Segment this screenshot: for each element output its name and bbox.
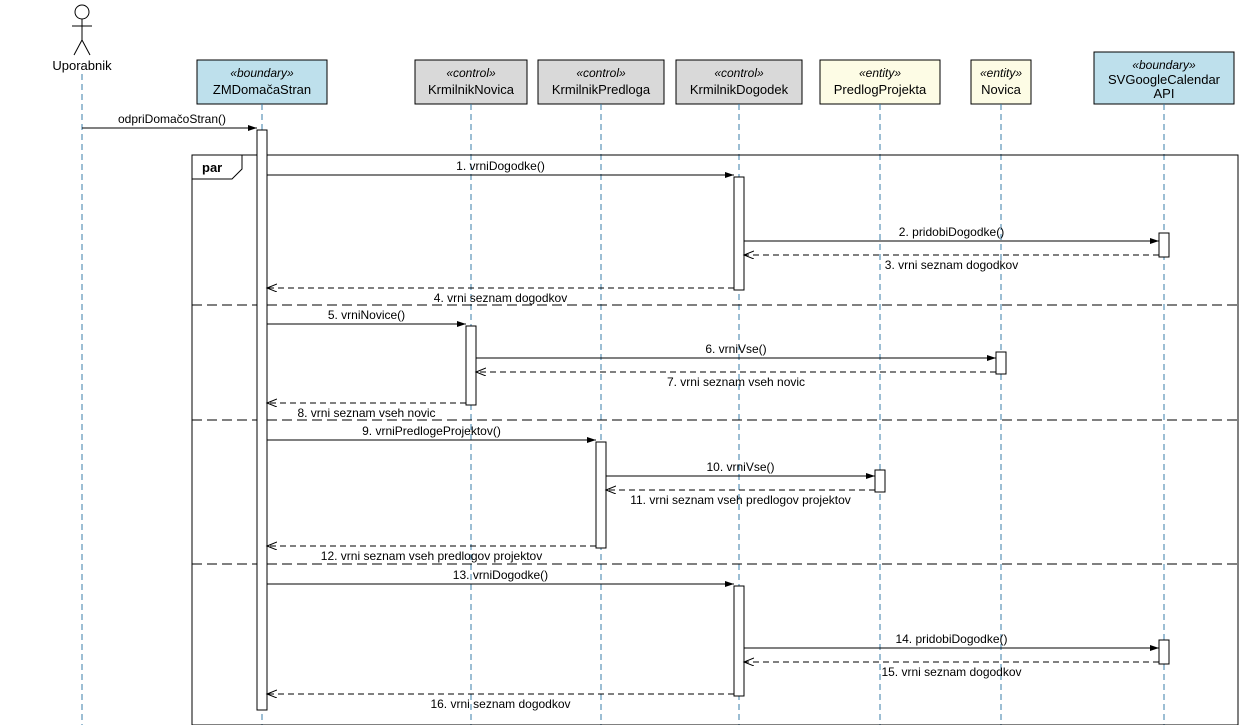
message: 8. vrni seznam vseh novic xyxy=(267,403,466,420)
svg-text:ZMDomačaStran: ZMDomačaStran xyxy=(213,82,311,97)
message-outer: odpriDomačoStran() xyxy=(82,112,257,128)
svg-text:3. vrni seznam dogodkov: 3. vrni seznam dogodkov xyxy=(885,258,1018,272)
message: 5. vrniNovice() xyxy=(267,308,466,324)
svg-text:7. vrni seznam vseh novic: 7. vrni seznam vseh novic xyxy=(667,375,805,389)
activation xyxy=(257,130,267,710)
svg-text:14. pridobiDogodke(): 14. pridobiDogodke() xyxy=(895,632,1007,646)
svg-text:12. vrni seznam vseh predlogov: 12. vrni seznam vseh predlogov projektov xyxy=(321,549,542,563)
svg-text:10. vrniVse(): 10. vrniVse() xyxy=(706,460,774,474)
participant-stereo: «boundary» xyxy=(230,66,294,80)
message: 13. vrniDogodke() xyxy=(267,568,734,584)
svg-text:SVGoogleCalendar: SVGoogleCalendar xyxy=(1108,72,1221,87)
activation xyxy=(734,177,744,290)
svg-text:2. pridobiDogodke(): 2. pridobiDogodke() xyxy=(899,225,1004,239)
activation xyxy=(1159,233,1169,257)
svg-text:API: API xyxy=(1154,86,1175,101)
participant-stereo: «entity» xyxy=(859,66,901,80)
message: 1. vrniDogodke() xyxy=(267,159,734,175)
svg-text:11. vrni seznam vseh predlogov: 11. vrni seznam vseh predlogov projektov xyxy=(630,493,851,507)
svg-text:5. vrniNovice(): 5. vrniNovice() xyxy=(328,308,405,322)
message: 14. pridobiDogodke() xyxy=(744,632,1159,648)
message: 2. pridobiDogodke() xyxy=(744,225,1159,241)
participant-p7: «boundary»SVGoogleCalendarAPI xyxy=(1094,52,1234,725)
message: 15. vrni seznam dogodkov xyxy=(744,662,1159,679)
svg-text:par: par xyxy=(202,160,222,175)
svg-text:Novica: Novica xyxy=(981,82,1022,97)
participant-stereo: «boundary» xyxy=(1132,58,1196,72)
svg-text:PredlogProjekta: PredlogProjekta xyxy=(834,82,927,97)
activation xyxy=(466,326,476,405)
message: 6. vrniVse() xyxy=(476,342,996,358)
svg-text:KrmilnikNovica: KrmilnikNovica xyxy=(428,82,515,97)
participant-p3: «control» KrmilnikPredloga xyxy=(538,60,664,725)
activation xyxy=(596,442,606,548)
svg-text:1. vrniDogodke(): 1. vrniDogodke() xyxy=(456,159,545,173)
participant-stereo: «control» xyxy=(576,66,626,80)
svg-text:odpriDomačoStran(): odpriDomačoStran() xyxy=(118,112,226,126)
svg-text:8. vrni seznam vseh novic: 8. vrni seznam vseh novic xyxy=(297,406,435,420)
svg-text:4. vrni seznam dogodkov: 4. vrni seznam dogodkov xyxy=(434,291,567,305)
actor-label: Uporabnik xyxy=(52,58,112,73)
svg-text:15. vrni seznam dogodkov: 15. vrni seznam dogodkov xyxy=(881,665,1021,679)
svg-text:16. vrni seznam dogodkov: 16. vrni seznam dogodkov xyxy=(430,697,570,711)
message: 10. vrniVse() xyxy=(606,460,875,476)
message: 11. vrni seznam vseh predlogov projektov xyxy=(606,490,875,507)
message: 3. vrni seznam dogodkov xyxy=(744,255,1159,272)
message: 12. vrni seznam vseh predlogov projektov xyxy=(267,546,596,563)
activation xyxy=(1159,640,1169,664)
svg-text:KrmilnikPredloga: KrmilnikPredloga xyxy=(552,82,651,97)
message: 9. vrniPredlogeProjektov() xyxy=(267,424,596,440)
message: 16. vrni seznam dogodkov xyxy=(267,694,734,711)
actor-uporabnik: Uporabnik xyxy=(52,5,112,725)
participant-stereo: «entity» xyxy=(980,66,1022,80)
activation xyxy=(875,470,885,492)
activation xyxy=(996,352,1006,374)
svg-text:13. vrniDogodke(): 13. vrniDogodke() xyxy=(453,568,548,582)
participant-p6: «entity» Novica xyxy=(971,60,1031,725)
participant-stereo: «control» xyxy=(714,66,764,80)
svg-text:6. vrniVse(): 6. vrniVse() xyxy=(705,342,766,356)
message: 7. vrni seznam vseh novic xyxy=(476,372,996,389)
svg-text:KrmilnikDogodek: KrmilnikDogodek xyxy=(690,82,789,97)
message: 4. vrni seznam dogodkov xyxy=(267,288,734,305)
svg-text:9. vrniPredlogeProjektov(): 9. vrniPredlogeProjektov() xyxy=(362,424,501,438)
activation xyxy=(734,586,744,696)
participant-stereo: «control» xyxy=(446,66,496,80)
participant-p5: «entity» PredlogProjekta xyxy=(820,60,940,725)
